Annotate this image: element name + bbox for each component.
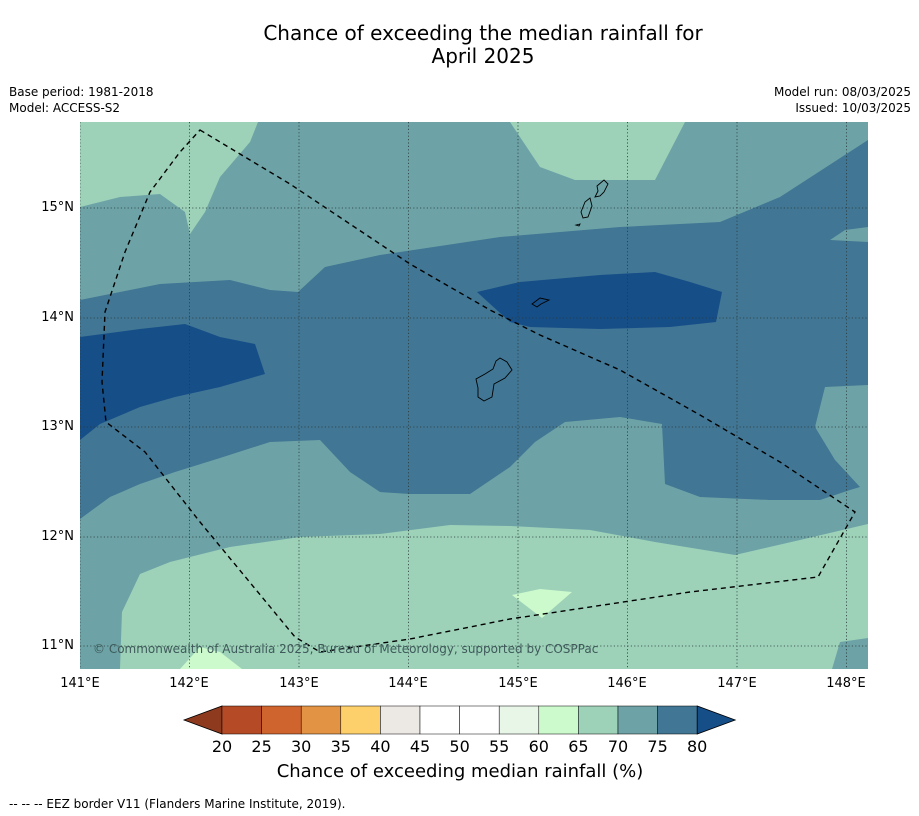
eez-legend: -- -- -- EEZ border V11 (Flanders Marine… xyxy=(9,797,346,811)
map-region-60-65-corner xyxy=(180,647,242,669)
colorbar-cell xyxy=(419,705,460,735)
guam-island xyxy=(475,357,513,402)
colorbar-extend-high xyxy=(696,705,737,735)
colorbar-cell xyxy=(261,705,302,735)
chart-title: Chance of exceeding the median rainfall … xyxy=(0,22,919,68)
copyright: © Commonwealth of Australia 2025, Bureau… xyxy=(93,642,598,656)
colorbar-tick-label: 40 xyxy=(370,737,391,756)
colorbar-tick-label: 80 xyxy=(687,737,708,756)
colorbar-tick-label: 45 xyxy=(409,737,431,756)
colorbar-tick-label: 55 xyxy=(489,737,510,756)
model-run: Model run: 08/03/2025 xyxy=(773,85,911,99)
colorbar-cell xyxy=(578,705,619,735)
x-tick-147: 147°E xyxy=(717,676,757,691)
colorbar-cell xyxy=(617,705,658,735)
colorbar-tick-label: 65 xyxy=(568,737,589,756)
model-name: Model: ACCESS-S2 xyxy=(9,101,121,115)
map-region-75-80 xyxy=(80,140,868,519)
x-tick-144: 144°E xyxy=(388,676,428,691)
colorbar-cell xyxy=(459,705,500,735)
colorbar-cell xyxy=(498,705,540,735)
colorbar-tick-label: 75 xyxy=(647,737,668,756)
colorbar-tick-label: 35 xyxy=(330,737,351,756)
aguijan-island xyxy=(574,223,581,227)
graticule xyxy=(80,122,868,669)
x-tick-143: 143°E xyxy=(279,676,319,691)
colorbar-label: Chance of exceeding median rainfall (%) xyxy=(276,761,644,782)
colorbar-cell xyxy=(221,705,262,735)
colorbar-tick-label: 50 xyxy=(449,737,470,756)
colorbar-cell xyxy=(657,705,698,735)
colorbar-tick-label: 30 xyxy=(291,737,312,756)
meta-right: Model run: 08/03/2025 Issued: 10/03/2025 xyxy=(774,84,911,116)
title-line-1: Chance of exceeding the median rainfall … xyxy=(263,21,703,45)
colorbar-tick-label: 20 xyxy=(211,737,233,756)
meta-left: Base period: 1981-2018 Model: ACCESS-S2 xyxy=(9,84,154,116)
x-tick-141: 141°E xyxy=(60,676,100,691)
map-region-80-plus-west xyxy=(80,324,265,440)
x-tick-148: 148°E xyxy=(826,676,866,691)
y-tick-15n: 15°N xyxy=(41,200,74,215)
y-tick-14n: 14°N xyxy=(41,310,74,325)
tinian-island xyxy=(580,197,593,219)
colorbar-tick-label: 60 xyxy=(528,737,549,756)
colorbar-extend-low xyxy=(182,705,223,735)
rota-island xyxy=(531,297,551,308)
base-period: Base period: 1981-2018 xyxy=(9,85,154,99)
y-tick-11n: 11°N xyxy=(41,638,74,653)
colorbar-cell xyxy=(538,705,579,735)
colorbar-tick-label: 25 xyxy=(251,737,272,756)
y-tick-13n: 13°N xyxy=(41,419,74,434)
y-tick-12n: 12°N xyxy=(41,529,74,544)
colorbar-cell xyxy=(340,705,381,735)
map-region-60-65-south xyxy=(512,589,572,618)
x-tick-142: 142°E xyxy=(169,676,209,691)
colorbar xyxy=(182,705,737,735)
map-region-80-plus-center xyxy=(477,272,722,329)
issued-date: Issued: 10/03/2025 xyxy=(795,101,911,115)
x-tick-146: 146°E xyxy=(607,676,647,691)
map-plot: © Commonwealth of Australia 2025, Bureau… xyxy=(80,122,868,669)
eez-border xyxy=(101,129,856,653)
colorbar-cell xyxy=(380,705,421,735)
x-tick-145: 145°E xyxy=(498,676,538,691)
saipan-island xyxy=(594,179,609,198)
colorbar-cell xyxy=(300,705,342,735)
colorbar-tick-label: 70 xyxy=(607,737,629,756)
title-line-2: April 2025 xyxy=(431,44,535,68)
